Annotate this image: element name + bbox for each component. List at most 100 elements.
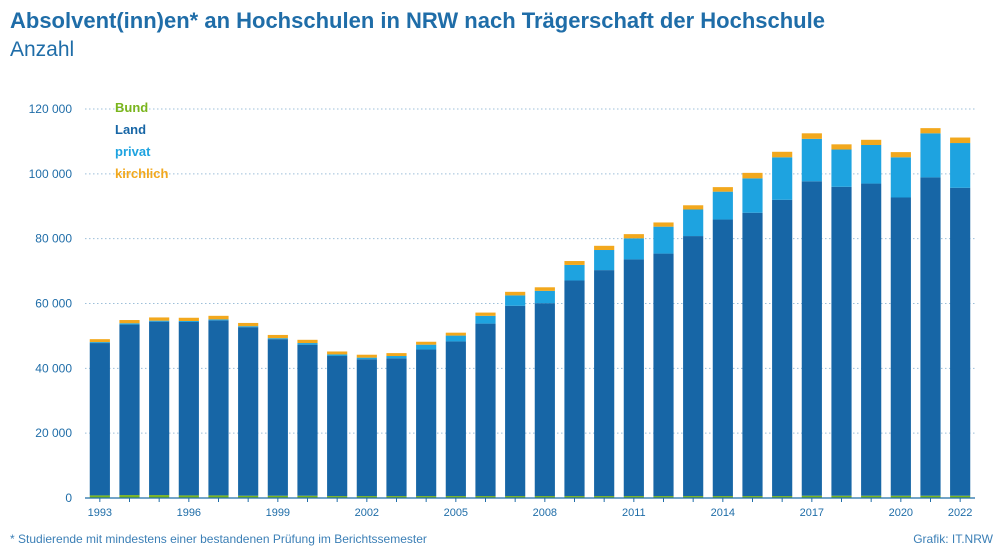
bar-land-2015 [742, 212, 763, 497]
bar-privat-2009 [564, 264, 585, 281]
bar-bund-2007 [505, 496, 526, 498]
bar-bund-1995 [149, 495, 170, 498]
chart-subtitle: Anzahl [10, 38, 75, 61]
bar-bund-2013 [683, 496, 704, 498]
bar-kirchlich-2019 [861, 139, 882, 145]
bar-privat-2021 [920, 133, 941, 178]
bar-bund-2015 [742, 496, 763, 498]
bar-land-1998 [238, 327, 259, 496]
bar-kirchlich-1994 [119, 320, 140, 324]
bar-privat-1998 [238, 326, 259, 328]
bar-land-2020 [890, 197, 911, 496]
bar-privat-2003 [386, 356, 407, 359]
bar-kirchlich-2010 [594, 245, 615, 251]
bar-privat-2010 [594, 250, 615, 271]
bar-kirchlich-2022 [950, 137, 971, 144]
bar-bund-2005 [445, 496, 466, 498]
x-tick-label: 2014 [711, 507, 735, 519]
bar-privat-2012 [653, 226, 674, 254]
bar-privat-2015 [742, 178, 763, 213]
bar-land-2017 [801, 181, 822, 496]
x-axis: 1993 1996 1999 2002 2005 2008 2011 2014 2017 2020… [85, 497, 975, 519]
bar-kirchlich-2014 [712, 187, 733, 192]
y-tick-label: 80 000 [35, 232, 72, 246]
bar-privat-1997 [208, 319, 229, 321]
bar-kirchlich-2009 [564, 261, 585, 265]
bar-privat-1993 [89, 342, 110, 344]
bar-land-2008 [534, 303, 555, 497]
bar-privat-2008 [534, 290, 555, 304]
legend-item-kirchlich: kirchlich [115, 166, 169, 181]
bar-bund-2003 [386, 496, 407, 498]
x-tick-label: 1999 [266, 507, 290, 519]
x-tick-label: 2005 [444, 507, 468, 519]
bar-kirchlich-2017 [801, 133, 822, 139]
y-tick-label: 20 000 [35, 426, 72, 440]
x-tick-label: 2017 [800, 507, 824, 519]
bar-bund-2018 [831, 495, 852, 498]
bar-kirchlich-2005 [445, 332, 466, 336]
bar-bund-2009 [564, 496, 585, 498]
bar-bund-1997 [208, 495, 229, 498]
y-tick-label: 60 000 [35, 297, 72, 311]
bar-bund-2016 [772, 496, 793, 498]
bar-land-2011 [623, 259, 644, 497]
bar-land-2010 [594, 270, 615, 497]
bar-kirchlich-2021 [920, 128, 941, 134]
y-tick-label: 100 000 [29, 167, 73, 181]
bar-land-2022 [950, 187, 971, 496]
bar-kirchlich-2001 [327, 351, 348, 355]
bar-privat-2007 [505, 295, 526, 306]
y-axis: 0 20 000 40 000 60 000 80 000 100 000 120 000 [29, 102, 73, 505]
bars [89, 128, 971, 498]
bar-privat-2001 [327, 354, 348, 357]
bar-kirchlich-2004 [416, 341, 437, 345]
bar-bund-2019 [861, 495, 882, 498]
grid-lines [85, 108, 975, 434]
bar-kirchlich-2008 [534, 287, 555, 291]
bar-bund-2021 [920, 495, 941, 498]
footnote: * Studierende mit mindestens einer besta… [10, 532, 427, 546]
bar-privat-2005 [445, 335, 466, 342]
bar-kirchlich-2013 [683, 205, 704, 210]
bar-privat-1996 [178, 321, 199, 322]
bar-privat-2019 [861, 144, 882, 184]
bar-land-1993 [89, 343, 110, 496]
bar-privat-2002 [356, 357, 377, 360]
bar-kirchlich-1996 [178, 317, 199, 321]
bar-land-2002 [356, 359, 377, 497]
bar-land-2016 [772, 199, 793, 497]
bar-bund-2008 [534, 496, 555, 498]
bar-land-2003 [386, 358, 407, 497]
bar-kirchlich-2006 [475, 312, 496, 316]
bar-privat-2022 [950, 143, 971, 188]
bar-kirchlich-2018 [831, 144, 852, 150]
bar-land-1995 [149, 321, 170, 496]
chart-title: Absolvent(inn)en* an Hochschulen in NRW … [10, 8, 825, 33]
bar-land-2009 [564, 280, 585, 497]
bar-bund-2010 [594, 496, 615, 498]
bar-bund-1999 [267, 495, 288, 498]
bar-privat-2004 [416, 344, 437, 350]
bar-land-2000 [297, 344, 318, 496]
source-credit: Grafik: IT.NRW [913, 532, 993, 546]
bar-bund-2012 [653, 496, 674, 498]
bar-bund-2002 [356, 496, 377, 498]
x-tick-label: 1993 [88, 507, 112, 519]
bar-bund-1993 [89, 495, 110, 498]
bar-bund-1996 [178, 495, 199, 498]
bar-privat-1999 [267, 338, 288, 340]
bar-bund-2004 [416, 496, 437, 498]
bar-bund-2011 [623, 496, 644, 498]
bar-privat-2013 [683, 209, 704, 237]
bar-land-2019 [861, 183, 882, 496]
bar-kirchlich-1995 [149, 317, 170, 321]
bar-privat-2018 [831, 149, 852, 187]
bar-privat-2014 [712, 191, 733, 220]
bar-land-2005 [445, 341, 466, 497]
bar-kirchlich-1998 [238, 322, 259, 327]
bar-land-1994 [119, 324, 140, 496]
bar-bund-2017 [801, 495, 822, 498]
bar-privat-2016 [772, 157, 793, 200]
